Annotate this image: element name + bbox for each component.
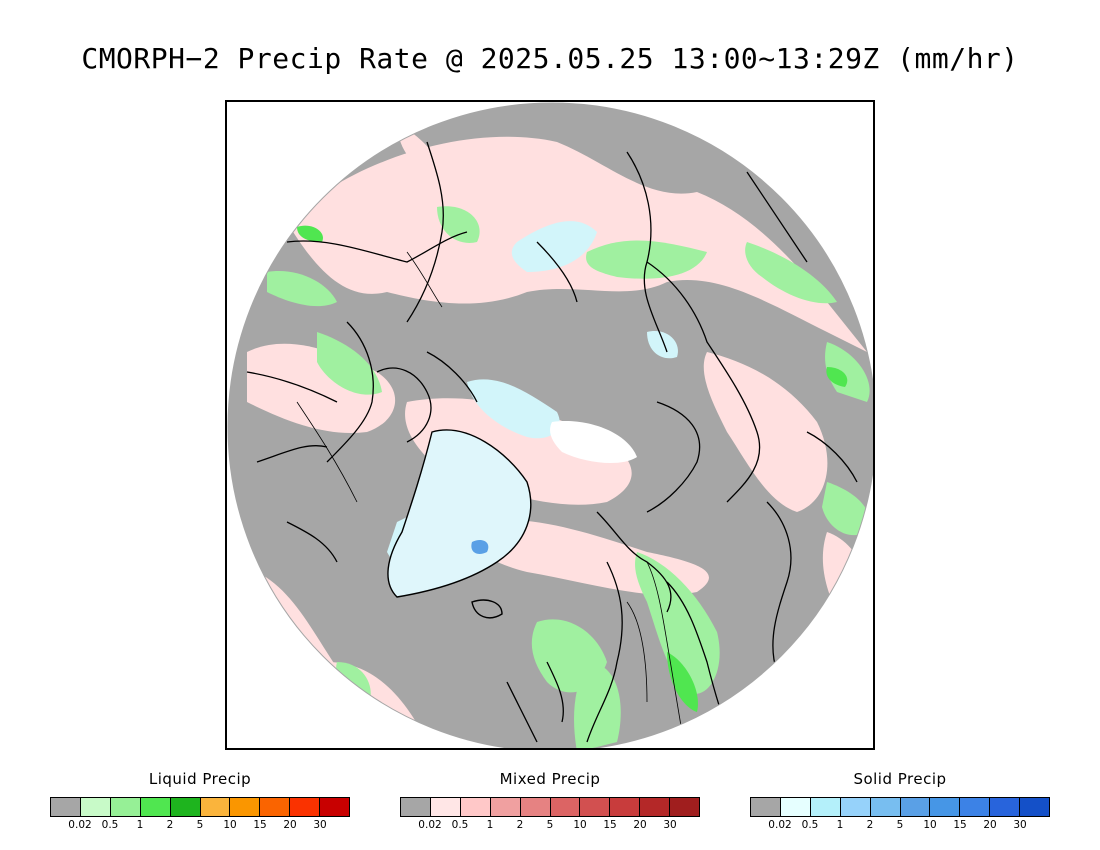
legend-title: Mixed Precip (499, 770, 601, 788)
legend-swatch (670, 798, 700, 816)
legend-tick-label: 10 (223, 819, 237, 831)
legend-swatch (320, 798, 350, 816)
legend-swatch (580, 798, 611, 816)
legend-swatch (810, 798, 841, 816)
legend-swatch (401, 798, 431, 816)
legend-swatch (840, 798, 871, 816)
color-bar (400, 797, 700, 817)
legend-tick-label: 15 (603, 819, 617, 831)
greenland-landmass (387, 429, 532, 598)
tick-labels: 0.02 0.5 1 2 5 10 15 20 30 (50, 819, 350, 833)
legend-swatch (290, 798, 321, 816)
tick-labels: 0.02 0.5 1 2 5 10 15 20 30 (400, 819, 700, 833)
legend-tick-label: 0.02 (768, 819, 792, 831)
legend-tick-label: 0.5 (101, 819, 119, 831)
legend-swatch (430, 798, 461, 816)
legend-swatch (960, 798, 991, 816)
map-title: CMORPH−2 Precip Rate @ 2025.05.25 13:00~… (81, 42, 1019, 75)
legend-swatch (140, 798, 171, 816)
greenland-ice-accent (471, 540, 489, 554)
legend-tick-label: 10 (573, 819, 587, 831)
legend-tick-label: 20 (283, 819, 297, 831)
legend-tick-label: 10 (923, 819, 937, 831)
legend-tick-label: 15 (953, 819, 967, 831)
boundaries (296, 251, 683, 733)
legend-tick-label: 5 (546, 819, 554, 831)
legend-title: Solid Precip (853, 770, 947, 788)
legend-tick-label: 0.5 (801, 819, 819, 831)
legend-swatch (990, 798, 1021, 816)
legend-tick-label: 30 (313, 819, 327, 831)
legend-tick-label: 5 (896, 819, 904, 831)
legend-liquid: Liquid Precip 0.02 0.5 1 2 5 10 15 20 30 (50, 770, 350, 833)
map-disk-edge (227, 102, 873, 748)
legend-swatch (460, 798, 491, 816)
legend-tick-label: 2 (866, 819, 874, 831)
legend-swatch (610, 798, 641, 816)
legend-title: Liquid Precip (148, 770, 252, 788)
color-bar (50, 797, 350, 817)
legend-tick-label: 20 (633, 819, 647, 831)
legend-tick-label: 2 (166, 819, 174, 831)
legend-swatch (80, 798, 111, 816)
legend-swatch (490, 798, 521, 816)
polar-precip-map (227, 102, 873, 748)
legend-swatch (900, 798, 931, 816)
polar-white-area (550, 421, 637, 464)
legend-mixed: Mixed Precip 0.02 0.5 1 2 5 10 15 20 30 (400, 770, 700, 833)
legend-swatch (870, 798, 901, 816)
legend-tick-label: 0.5 (451, 819, 469, 831)
legend-swatch (230, 798, 261, 816)
legend-swatch (260, 798, 291, 816)
legend-tick-label: 30 (1013, 819, 1027, 831)
legend-tick-label: 0.02 (418, 819, 442, 831)
heavy-liquid-areas (297, 225, 848, 712)
legend-tick-label: 20 (983, 819, 997, 831)
legend-swatch (640, 798, 671, 816)
tick-labels: 0.02 0.5 1 2 5 10 15 20 30 (750, 819, 1050, 833)
legend-tick-label: 1 (486, 819, 494, 831)
legend-swatch (1020, 798, 1050, 816)
legend-swatch (751, 798, 781, 816)
legend-tick-label: 5 (196, 819, 204, 831)
color-bar (750, 797, 1050, 817)
legend-tick-label: 1 (136, 819, 144, 831)
legend-tick-label: 30 (663, 819, 677, 831)
legend-swatch (200, 798, 231, 816)
legend-swatch (550, 798, 581, 816)
legend-tick-label: 0.02 (68, 819, 92, 831)
map-frame (225, 100, 875, 750)
legend-swatch (110, 798, 141, 816)
coastlines (246, 141, 858, 748)
legend-swatch (520, 798, 551, 816)
iceland-landmass (471, 599, 503, 619)
legend-tick-label: 15 (253, 819, 267, 831)
legend-solid: Solid Precip 0.02 0.5 1 2 5 10 15 20 30 (750, 770, 1050, 833)
legend-swatch (930, 798, 961, 816)
legend-tick-label: 1 (836, 819, 844, 831)
legend-tick-label: 2 (516, 819, 524, 831)
legend-swatch (780, 798, 811, 816)
legend-swatch (51, 798, 81, 816)
legend-swatch (170, 798, 201, 816)
